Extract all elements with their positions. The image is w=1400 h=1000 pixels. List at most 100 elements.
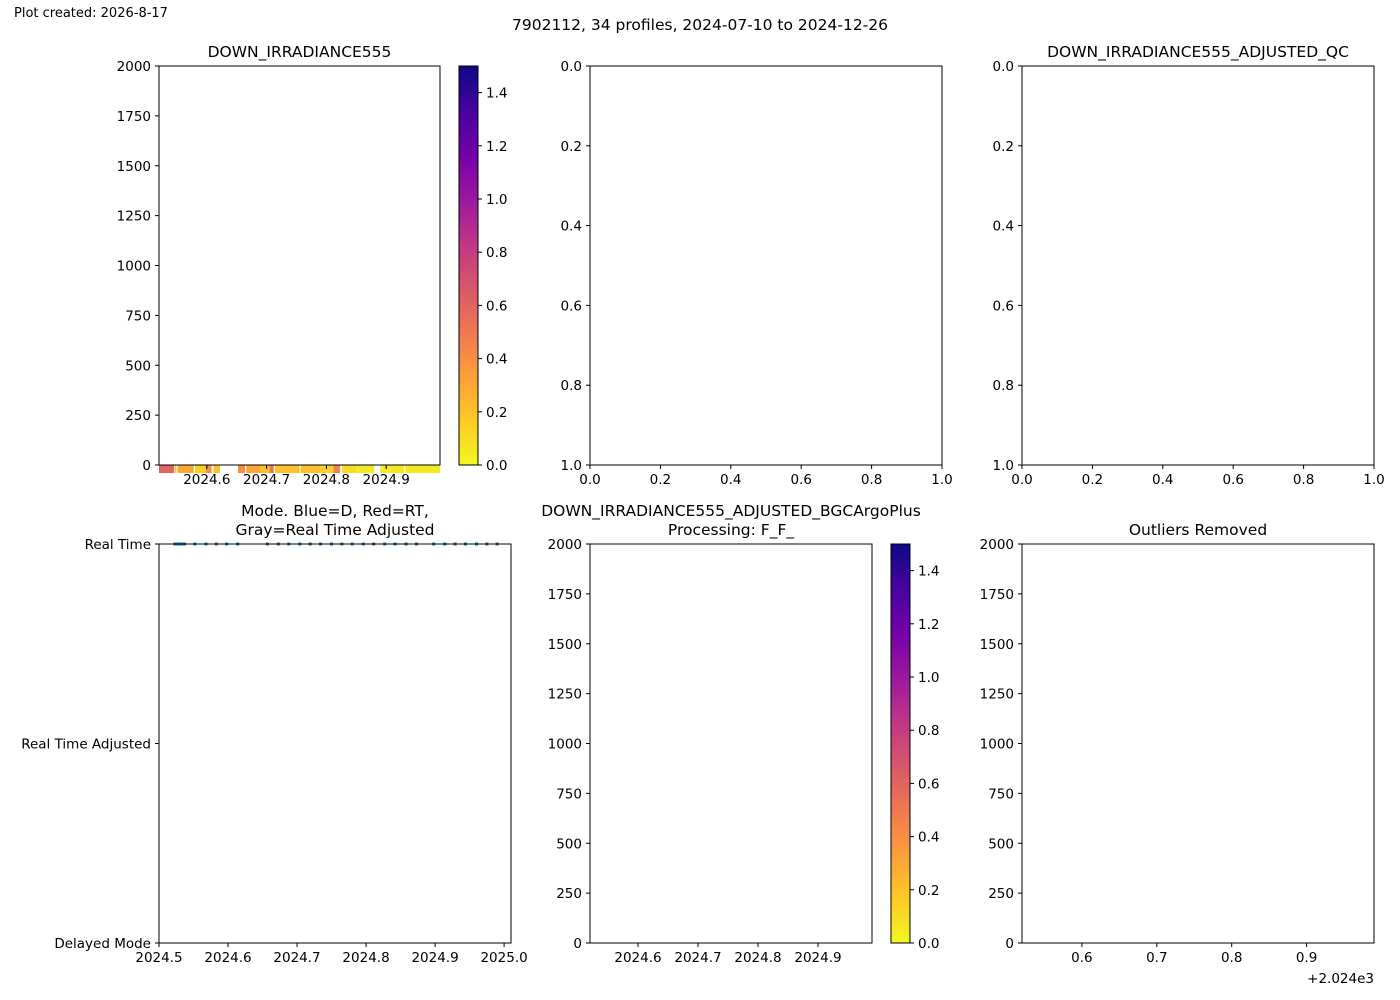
p5-ytick-label-7: 1750: [548, 587, 582, 603]
p5-ytick-label-2: 500: [556, 836, 582, 852]
p1-title: DOWN_IRRADIANCE555: [208, 43, 392, 62]
p1-ytick-label-4: 1000: [117, 259, 151, 275]
p5-xtick-label-3: 2024.9: [794, 950, 841, 966]
p1-profile-surface-5: [213, 465, 220, 473]
p1-colorbar-tick-label-6: 1.2: [486, 139, 507, 155]
p1-profile-surface-11: [300, 465, 309, 473]
p5-ytick-label-6: 1500: [548, 637, 582, 653]
p5-ytick-label-3: 750: [556, 786, 582, 802]
p4-axes-frame: [158, 543, 512, 944]
p1-axes-frame: [158, 65, 441, 466]
p4-ytick-label-0: Delayed Mode: [54, 936, 151, 952]
p3-ytick-label-2: 0.4: [993, 219, 1014, 235]
p1-ytick-label-0: 0: [142, 458, 151, 474]
p6-x-offset-label: +2.024e3: [1307, 971, 1374, 987]
p1-xtick-label-1: 2024.7: [243, 472, 290, 488]
p2-ytick-label-1: 0.2: [561, 139, 582, 155]
p2-xtick-label-1: 0.2: [650, 472, 671, 488]
p1-xtick-label-3: 2024.9: [363, 472, 410, 488]
p5-title-line2: Processing: F_F_: [668, 521, 794, 540]
p1-profile-surface-15: [341, 465, 357, 473]
p3-xtick-label-3: 0.6: [1222, 472, 1243, 488]
p3-xtick-label-0: 0.0: [1011, 472, 1032, 488]
p1-colorbar-tick-label-3: 0.6: [486, 298, 507, 314]
p6-ytick-label-6: 1500: [980, 637, 1014, 653]
p5-ytick-label-0: 0: [573, 936, 582, 952]
p2-ytick-label-0: 0.0: [561, 59, 582, 75]
p1-colorbar-tick-label-2: 0.4: [486, 352, 507, 368]
p2-xtick-label-2: 0.4: [720, 472, 741, 488]
p4-title-line2: Gray=Real Time Adjusted: [235, 521, 434, 539]
p1-profile-surface-17: [380, 465, 405, 473]
p2-ytick-label-5: 1.0: [561, 458, 582, 474]
p5-colorbar-tick-label-6: 1.2: [918, 617, 939, 633]
p6-ytick-label-3: 750: [988, 786, 1014, 802]
p1-colorbar-tick-label-0: 0.0: [486, 458, 507, 474]
p2-axes-frame: [589, 65, 943, 466]
p1-colorbar-tick-label-5: 1.0: [486, 192, 507, 208]
p1-profile-surface-13: [320, 465, 334, 473]
figure-title: 7902112, 34 profiles, 2024-07-10 to 2024…: [512, 16, 888, 34]
p1-profile-surface-10: [274, 465, 300, 473]
p3-title: DOWN_IRRADIANCE555_ADJUSTED_QC: [1047, 43, 1349, 62]
p3-ytick-label-0: 0.0: [993, 59, 1014, 75]
p1-profile-surface-0: [159, 465, 174, 473]
p1-colorbar-tick-label-1: 0.2: [486, 405, 507, 421]
p6-xtick-label-0: 0.6: [1071, 950, 1092, 966]
p5-colorbar-tick-label-7: 1.4: [918, 564, 939, 580]
p3-ytick-label-3: 0.6: [993, 298, 1014, 314]
p1-profile-surface-6: [237, 465, 246, 473]
p5-xtick-label-1: 2024.7: [674, 950, 721, 966]
p2-ytick-label-4: 0.8: [561, 378, 582, 394]
p5-axes-frame: [589, 543, 873, 944]
p2-ytick-label-3: 0.6: [561, 298, 582, 314]
p1-profile-surface-18: [405, 465, 440, 473]
p1-colorbar-tick-label-4: 0.8: [486, 245, 507, 261]
p4-xtick-label-2: 2024.7: [273, 950, 320, 966]
p5-colorbar: [890, 543, 911, 944]
p2-ytick-label-2: 0.4: [561, 219, 582, 235]
p5-ytick-label-8: 2000: [548, 537, 582, 553]
p5-colorbar-tick-label-3: 0.6: [918, 776, 939, 792]
p3-xtick-label-1: 0.2: [1082, 472, 1103, 488]
p1-xtick-label-0: 2024.6: [183, 472, 230, 488]
p4-xtick-label-4: 2024.9: [411, 950, 458, 966]
p1-ytick-label-5: 1250: [117, 209, 151, 225]
p2-xtick-label-5: 1.0: [931, 472, 952, 488]
p1-profile-surface-2: [177, 465, 194, 473]
p5-colorbar-tick-label-4: 0.8: [918, 723, 939, 739]
p3-ytick-label-4: 0.8: [993, 378, 1014, 394]
p1-ytick-label-6: 1500: [117, 159, 151, 175]
p6-ytick-label-2: 500: [988, 836, 1014, 852]
p3-xtick-label-5: 1.0: [1363, 472, 1384, 488]
p3-xtick-label-4: 0.8: [1293, 472, 1314, 488]
p1-profile-surface-16: [356, 465, 375, 473]
p6-ytick-label-7: 1750: [980, 587, 1014, 603]
p1-ytick-label-3: 750: [125, 308, 151, 324]
p6-ytick-label-4: 1000: [980, 737, 1014, 753]
p1-ytick-label-1: 250: [125, 408, 151, 424]
p5-ytick-label-4: 1000: [548, 737, 582, 753]
p3-ytick-label-5: 1.0: [993, 458, 1014, 474]
p5-colorbar-tick-label-2: 0.4: [918, 830, 939, 846]
p4-xtick-label-0: 2024.5: [135, 950, 182, 966]
p5-colorbar-tick-label-0: 0.0: [918, 936, 939, 952]
p1-profile-surface-7: [246, 465, 261, 473]
p2-xtick-label-0: 0.0: [579, 472, 600, 488]
p6-xtick-label-2: 0.8: [1221, 950, 1242, 966]
p2-xtick-label-3: 0.6: [790, 472, 811, 488]
p5-colorbar-tick-label-5: 1.0: [918, 670, 939, 686]
p1-ytick-label-8: 2000: [117, 59, 151, 75]
p5-xtick-label-2: 2024.8: [734, 950, 781, 966]
p4-ytick-label-2: Real Time: [85, 537, 151, 553]
p6-ytick-label-1: 250: [988, 886, 1014, 902]
p4-title: Mode. Blue=D, Red=RT,: [241, 502, 429, 520]
p6-ytick-label-0: 0: [1005, 936, 1014, 952]
p3-axes-frame: [1021, 65, 1375, 466]
p5-xtick-label-0: 2024.6: [614, 950, 661, 966]
plot-created-label: Plot created: 2026-8-17: [14, 6, 168, 21]
p1-profile-surface-3: [194, 465, 206, 473]
p1-profile-surface-12: [308, 465, 321, 473]
p5-ytick-label-5: 1250: [548, 687, 582, 703]
p4-xtick-label-1: 2024.6: [204, 950, 251, 966]
